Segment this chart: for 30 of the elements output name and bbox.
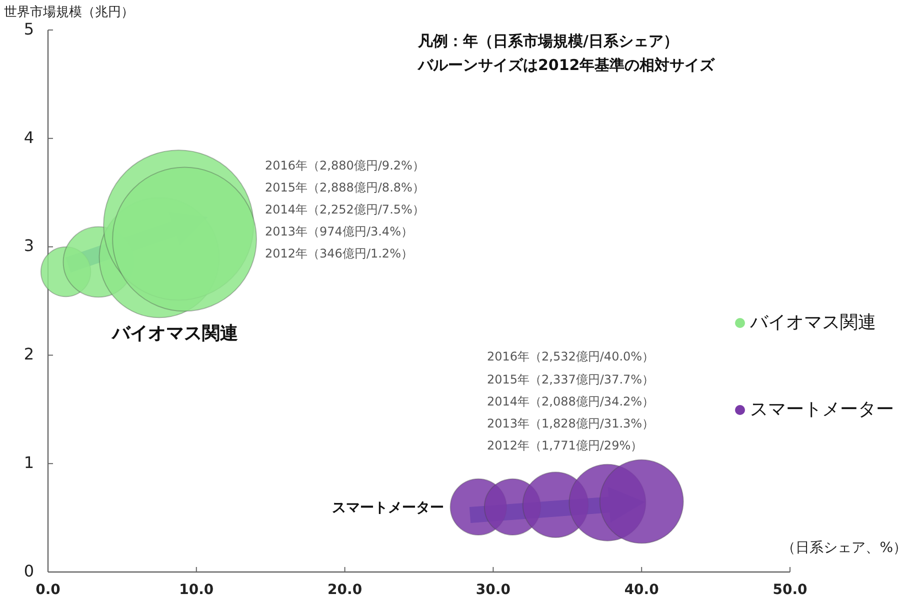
- y-tick-label: 1: [24, 452, 34, 472]
- x-tick-label: 30.0: [476, 582, 511, 598]
- x-tick-label: 0.0: [36, 582, 61, 598]
- annotation: スマートメーター: [332, 500, 444, 516]
- annotation: 2015年（2,337億円/37.7%）: [487, 372, 654, 386]
- y-tick-label: 2: [24, 344, 34, 364]
- x-tick-label: 20.0: [328, 582, 362, 598]
- annotation: 2014年（2,088億円/34.2%）: [487, 394, 654, 408]
- annotation: 2013年（974億円/3.4%）: [265, 224, 413, 238]
- y-tick-label: 3: [24, 236, 34, 256]
- y-tick-label: 0: [24, 561, 34, 580]
- y-tick-label: 5: [24, 19, 34, 38]
- x-axis-title: （日系シェア、%）: [782, 540, 907, 556]
- annotation: 2016年（2,880億円/9.2%）: [265, 158, 424, 172]
- annotation: 凡例：年（日系市場規模/日系シェア）: [417, 32, 678, 50]
- y-tick-label: 4: [24, 128, 34, 147]
- legend-label: バイオマス関連: [749, 312, 876, 333]
- y-axis-title: 世界市場規模（兆円）: [4, 5, 134, 20]
- annotation: 2012年（1,771億円/29%）: [487, 438, 643, 452]
- x-tick-label: 10.0: [179, 582, 214, 598]
- annotation: 2013年（1,828億円/31.3%）: [487, 416, 654, 430]
- annotation: バルーンサイズは2012年基準の相対サイズ: [417, 56, 716, 74]
- legend-label: スマートメーター: [750, 398, 894, 420]
- x-tick-label: 40.0: [624, 582, 660, 598]
- annotation: バイオマス関連: [111, 322, 238, 344]
- x-tick-label: 50.0: [772, 582, 808, 598]
- annotation: 2014年（2,252億円/7.5%）: [265, 202, 424, 216]
- annotation: 2015年（2,888億円/8.8%）: [265, 180, 424, 194]
- annotation: 2012年（346億円/1.2%）: [265, 246, 413, 260]
- annotation: 2016年（2,532億円/40.0%）: [487, 349, 654, 364]
